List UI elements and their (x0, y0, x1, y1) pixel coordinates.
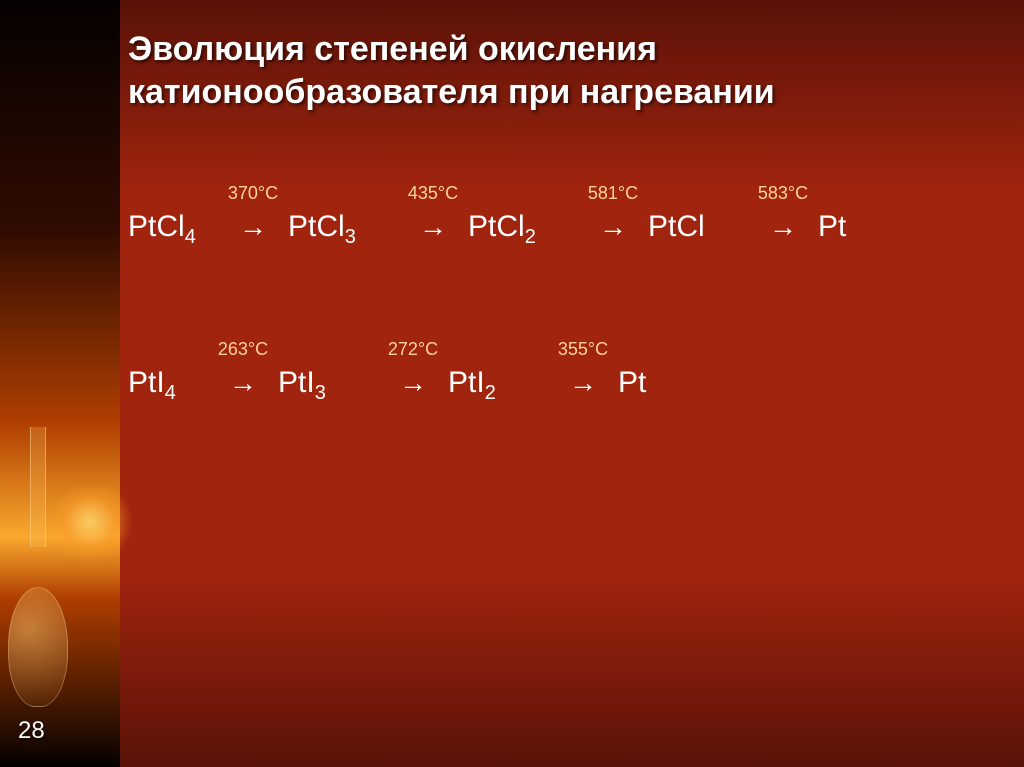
decorative-sidebar (0, 0, 120, 767)
compound: PtI2 (448, 366, 548, 405)
temperature-row: 370°C 435°C 581°C 583°C (128, 183, 984, 204)
reaction-sequence-pti: 263°C 272°C 355°C PtI4 → PtI3 → PtI2 → P… (128, 339, 984, 405)
compound: PtCl3 (288, 210, 398, 249)
compound: PtCl2 (468, 210, 578, 249)
compound-row: PtCl4 → PtCl3 → PtCl2 → PtCl → Pt (128, 210, 984, 249)
compound: Pt (818, 210, 878, 244)
arrow-icon: → (398, 212, 468, 244)
arrow-icon: → (578, 212, 648, 244)
temp-label: 263°C (208, 339, 278, 360)
compound: PtCl4 (128, 210, 218, 249)
arrow-icon: → (378, 368, 448, 400)
temperature-row: 263°C 272°C 355°C (128, 339, 984, 360)
slide-title: Эволюция степеней окисления катионообраз… (128, 28, 984, 113)
arrow-icon: → (208, 368, 278, 400)
reaction-sequence-ptcl: 370°C 435°C 581°C 583°C PtCl4 → PtCl3 → … (128, 183, 984, 249)
arrow-icon: → (218, 212, 288, 244)
temp-label: 370°C (218, 183, 288, 204)
flask-silhouette (8, 427, 68, 707)
temp-label: 355°C (548, 339, 618, 360)
page-number: 28 (18, 717, 45, 745)
temp-label: 581°C (578, 183, 648, 204)
temp-label: 272°C (378, 339, 448, 360)
arrow-icon: → (548, 368, 618, 400)
compound-row: PtI4 → PtI3 → PtI2 → Pt (128, 366, 984, 405)
temp-label: 435°C (398, 183, 468, 204)
temp-label: 583°C (748, 183, 818, 204)
arrow-icon: → (748, 212, 818, 244)
compound: Pt (618, 366, 678, 400)
compound: PtI3 (278, 366, 378, 405)
slide-content: Эволюция степеней окисления катионообраз… (128, 28, 984, 495)
compound: PtCl (648, 210, 748, 244)
compound: PtI4 (128, 366, 208, 405)
